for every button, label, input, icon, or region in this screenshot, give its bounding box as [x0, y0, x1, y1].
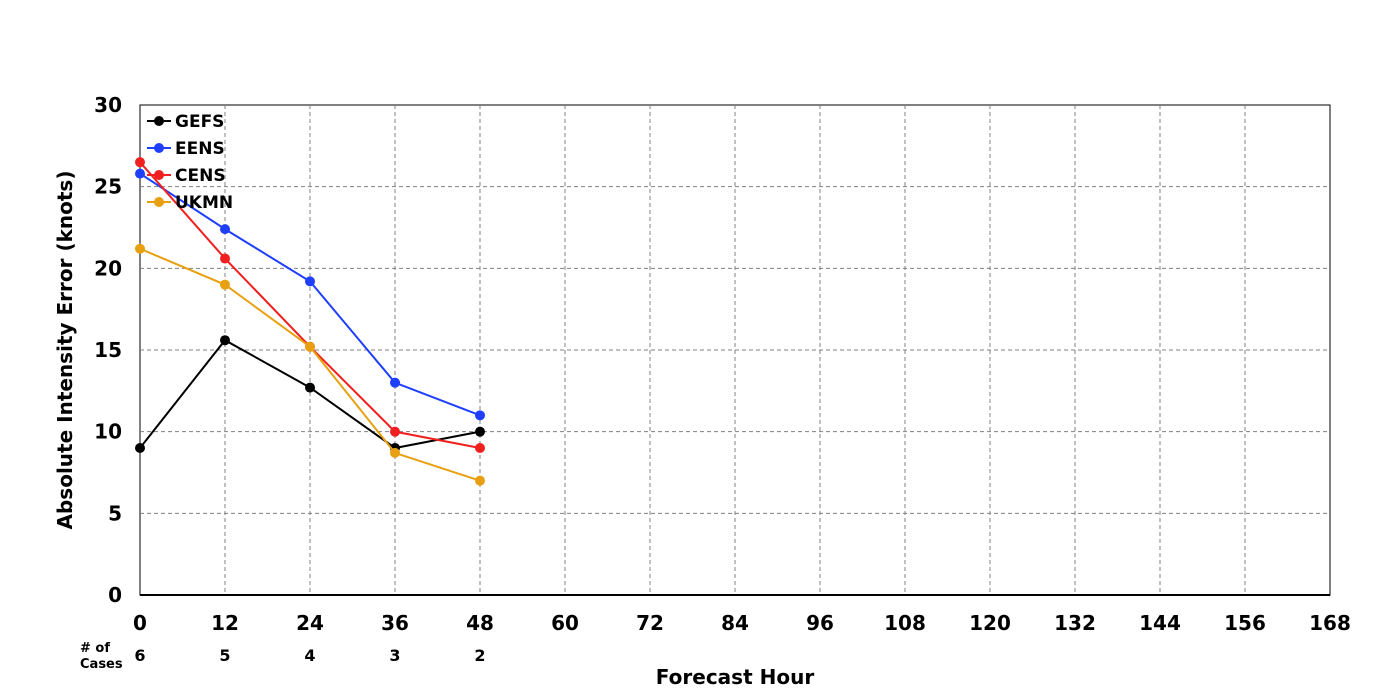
data-point-ukmn — [475, 475, 485, 486]
x-tick-label: 96 — [806, 611, 834, 635]
x-tick-label: 0 — [133, 611, 147, 635]
x-tick-label: 72 — [636, 611, 664, 635]
legend-label-gefs: GEFS — [175, 112, 224, 132]
x-tick-labels: 0 12 24 36 48 60 72 84 96 108 120 132 144 156 168 — [133, 611, 1351, 635]
data-point-gefs — [135, 443, 145, 453]
x-tick-label: 156 — [1224, 611, 1266, 635]
data-point-ukmn — [305, 341, 315, 352]
cases-label-line1: # of — [80, 641, 110, 656]
data-point-ukmn — [220, 279, 230, 290]
data-point-cens — [135, 157, 145, 168]
case-count: 2 — [474, 646, 485, 665]
legend-marker-eens — [154, 143, 164, 153]
x-axis-title: Forecast Hour — [656, 665, 815, 689]
x-tick-label: 108 — [884, 611, 926, 635]
y-tick-label: 5 — [108, 501, 122, 525]
legend-marker-gefs — [154, 116, 164, 126]
series-group — [135, 157, 485, 486]
data-point-eens — [220, 224, 230, 235]
y-tick-label: 0 — [108, 583, 122, 607]
x-tick-label: 144 — [1139, 611, 1181, 635]
x-tick-label: 48 — [466, 611, 494, 635]
data-point-eens — [390, 377, 400, 388]
x-tick-label: 12 — [211, 611, 239, 635]
legend-label-ukmn: UKMN — [175, 193, 233, 213]
data-point-gefs — [220, 335, 230, 346]
x-tick-label: 24 — [296, 611, 324, 635]
data-point-cens — [390, 426, 400, 437]
y-tick-label: 15 — [94, 338, 122, 362]
y-tick-label: 25 — [94, 175, 122, 199]
data-point-eens — [305, 276, 315, 287]
y-axis-title: Absolute Intensity Error (knots) — [53, 171, 77, 530]
data-point-eens — [135, 168, 145, 179]
legend-marker-cens — [154, 170, 164, 180]
x-tick-label: 120 — [969, 611, 1011, 635]
data-point-eens — [475, 410, 485, 421]
x-tick-label: 132 — [1054, 611, 1096, 635]
legend-label-cens: CENS — [175, 166, 226, 186]
x-tick-label: 60 — [551, 611, 579, 635]
data-point-ukmn — [390, 447, 400, 458]
case-count: 6 — [134, 646, 145, 665]
data-point-cens — [220, 253, 230, 264]
data-point-gefs — [305, 382, 315, 393]
x-tick-label: 84 — [721, 611, 749, 635]
y-tick-label: 20 — [94, 256, 122, 280]
case-count: 4 — [304, 646, 315, 665]
data-point-ukmn — [135, 243, 145, 254]
y-tick-label: 30 — [94, 93, 122, 117]
y-tick-labels: 0 5 10 15 20 25 30 — [94, 93, 122, 607]
y-tick-label: 10 — [94, 420, 122, 444]
x-tick-label: 168 — [1309, 611, 1351, 635]
x-tick-label: 36 — [381, 611, 409, 635]
legend-marker-ukmn — [154, 197, 164, 207]
data-point-cens — [475, 443, 485, 453]
legend-label-eens: EENS — [175, 139, 225, 159]
legend: GEFS EENS CENS UKMN — [147, 112, 233, 213]
cases-row: # of Cases 6 5 4 3 2 — [80, 641, 486, 672]
case-count: 5 — [219, 646, 230, 665]
data-point-gefs — [475, 426, 485, 437]
case-count: 3 — [389, 646, 400, 665]
cases-label-line2: Cases — [80, 657, 123, 672]
